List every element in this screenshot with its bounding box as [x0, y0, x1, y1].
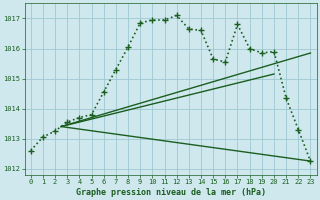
X-axis label: Graphe pression niveau de la mer (hPa): Graphe pression niveau de la mer (hPa)	[76, 188, 266, 197]
